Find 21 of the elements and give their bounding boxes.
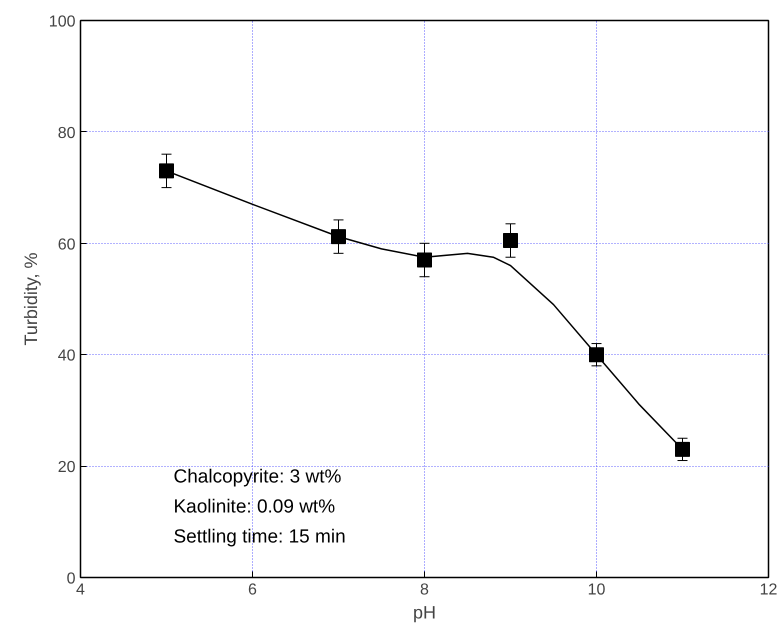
x-tick-label: 10 [588, 582, 606, 598]
point [159, 163, 174, 178]
point [331, 229, 346, 244]
annotation: Settling time: 15 min [174, 526, 346, 548]
x-tick-label: 4 [76, 582, 86, 598]
y-tick-label: 80 [58, 124, 76, 142]
y-tick-label: 0 [66, 570, 76, 588]
x-axis-title: pH [412, 602, 436, 622]
y-axis-title: Turbidity, % [20, 252, 41, 346]
x-tick-label: 6 [248, 582, 258, 598]
point [675, 442, 690, 457]
x-tick-label: 12 [760, 582, 778, 598]
y-tick-label: 40 [58, 348, 76, 365]
annotation: Chalcopyrite: 3 wt% [174, 466, 342, 488]
x-tick-label: 8 [420, 582, 430, 598]
y-tick-label: 60 [58, 236, 76, 254]
y-tick-label: 100 [48, 14, 76, 30]
annotation: Kaolinite: 0.09 wt% [174, 496, 336, 518]
point [503, 233, 518, 248]
point [417, 252, 432, 268]
y-tick-label: 20 [58, 459, 76, 476]
